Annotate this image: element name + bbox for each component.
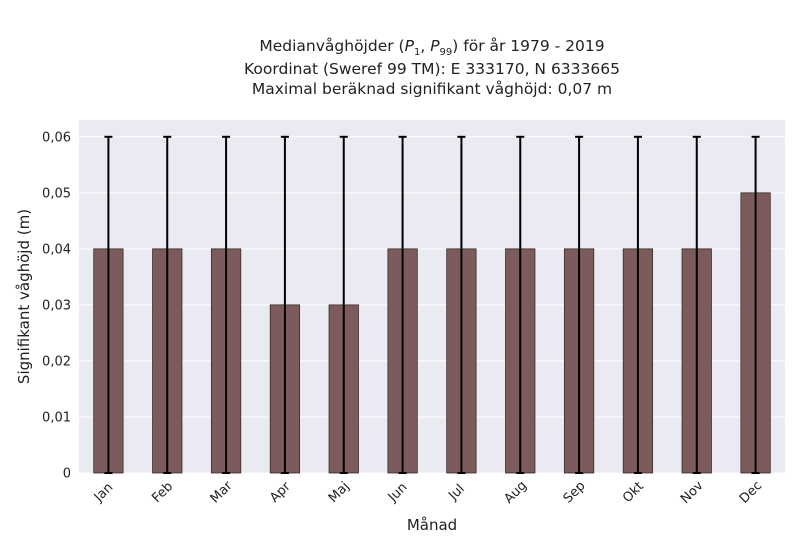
x-tick-label: Jun bbox=[385, 480, 411, 506]
error-bar-jul bbox=[457, 135, 466, 474]
y-tick-label: 0,05 bbox=[42, 186, 71, 201]
error-bar-aug bbox=[516, 135, 525, 474]
chart-title-line-2: Koordinat (Sweref 99 TM): E 333170, N 63… bbox=[244, 60, 620, 78]
error-bar-nov bbox=[692, 135, 701, 474]
x-tick-label: Dec bbox=[737, 478, 765, 506]
error-bar-jun bbox=[398, 135, 407, 474]
x-tick-label: Maj bbox=[326, 479, 353, 506]
error-bar-mar bbox=[222, 135, 231, 474]
y-tick-label: 0,04 bbox=[42, 242, 71, 257]
x-tick-label: Aug bbox=[501, 478, 530, 507]
error-bar-okt bbox=[633, 135, 642, 474]
x-tick-label: Jul bbox=[445, 482, 467, 504]
x-tick-label: Mar bbox=[208, 478, 236, 506]
x-tick-label: Nov bbox=[678, 478, 707, 507]
error-bar-jan bbox=[104, 135, 113, 474]
grid-lines bbox=[79, 136, 785, 474]
x-tick-label: Okt bbox=[620, 479, 647, 506]
x-axis-label: Månad bbox=[407, 516, 457, 534]
y-axis-label: Signifikant våghöjd (m) bbox=[15, 209, 33, 384]
plot-area bbox=[79, 120, 785, 473]
chart-title-line-1: Medianvåghöjder (P1, P99) för år 1979 - … bbox=[259, 37, 604, 58]
error-bar-sep bbox=[575, 135, 584, 474]
x-tick-label: Feb bbox=[149, 479, 176, 506]
y-tick-label: 0 bbox=[63, 467, 71, 482]
x-tick-label: Sep bbox=[561, 479, 589, 507]
error-bar-maj bbox=[339, 135, 348, 474]
error-bar-apr bbox=[280, 135, 289, 474]
y-tick-label: 0,06 bbox=[42, 130, 71, 145]
y-axis-ticks: 0 0,01 0,02 0,03 0,04 0,05 0,06 bbox=[42, 130, 71, 481]
chart-title-line-3: Maximal beräknad signifikant våghöjd: 0,… bbox=[252, 80, 612, 98]
error-bars bbox=[104, 135, 760, 474]
error-bar-dec bbox=[751, 135, 760, 474]
x-tick-label: Jan bbox=[91, 480, 116, 505]
y-tick-label: 0,03 bbox=[42, 298, 71, 313]
y-tick-label: 0,02 bbox=[42, 354, 71, 369]
y-tick-label: 0,01 bbox=[42, 410, 71, 425]
chart-title: Medianvåghöjder (P1, P99) för år 1979 - … bbox=[244, 37, 620, 98]
x-axis-ticks: Jan Feb Mar Apr Maj Jun Jul Aug Sep Okt Nov Dec bbox=[91, 478, 765, 507]
x-tick-label: Apr bbox=[267, 479, 294, 506]
error-bar-feb bbox=[163, 135, 172, 474]
